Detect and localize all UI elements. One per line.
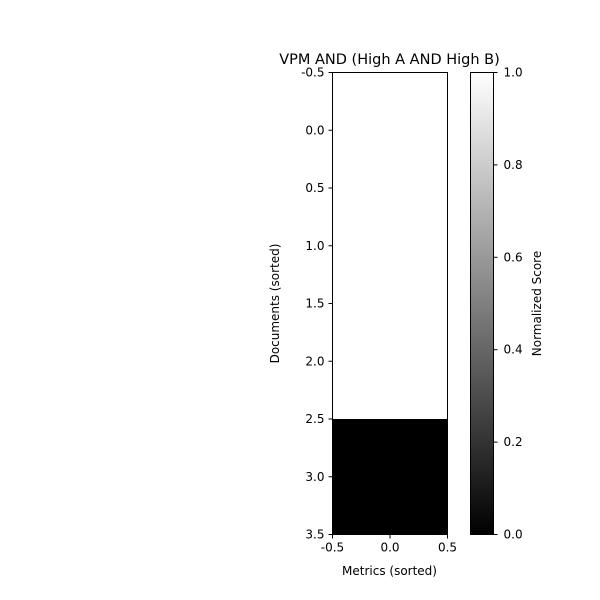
y-tick-label: 3.5 [305, 528, 324, 542]
y-tick-label: 1.5 [305, 297, 324, 311]
heatmap-cell [332, 188, 448, 304]
colorbar [470, 72, 494, 535]
x-tick-label: -0.5 [321, 541, 344, 555]
x-axis: -0.5 0.0 0.5 [321, 534, 457, 555]
colorbar-tick-label: 0.0 [504, 528, 523, 542]
colorbar-label: Normalized Score [530, 251, 544, 356]
colorbar-tick-label: 1.0 [504, 66, 523, 80]
y-tick-label: 3.0 [305, 470, 324, 484]
x-tick-label: 0.0 [380, 541, 399, 555]
y-tick-label: 1.0 [305, 239, 324, 253]
y-tick-label: 0.5 [305, 181, 324, 195]
colorbar-tick-label: 0.4 [504, 343, 523, 357]
colorbar-tick-label: 0.6 [504, 250, 523, 264]
heatmap-cell [332, 72, 448, 188]
y-axis-label: Documents (sorted) [268, 244, 282, 364]
y-tick-label: 0.0 [305, 123, 324, 137]
heatmap-cell [332, 419, 448, 535]
heatmap-cell [332, 303, 448, 419]
colorbar-axis: 0.0 0.2 0.4 0.6 0.8 1.0 [493, 66, 523, 542]
heatmap-cells [332, 72, 448, 535]
x-tick-label: 0.5 [438, 541, 457, 555]
colorbar-tick-label: 0.8 [504, 158, 523, 172]
y-tick-label: 2.5 [305, 412, 324, 426]
y-tick-label: -0.5 [301, 66, 324, 80]
colorbar-frame [470, 72, 494, 535]
x-axis-label: Metrics (sorted) [342, 564, 437, 578]
y-tick-label: 2.0 [305, 354, 324, 368]
colorbar-tick-label: 0.2 [504, 435, 523, 449]
chart-title: VPM AND (High A AND High B) [279, 52, 500, 68]
y-axis: -0.5 0.0 0.5 1.0 1.5 2.0 2.5 3.0 3.5 [301, 66, 333, 542]
